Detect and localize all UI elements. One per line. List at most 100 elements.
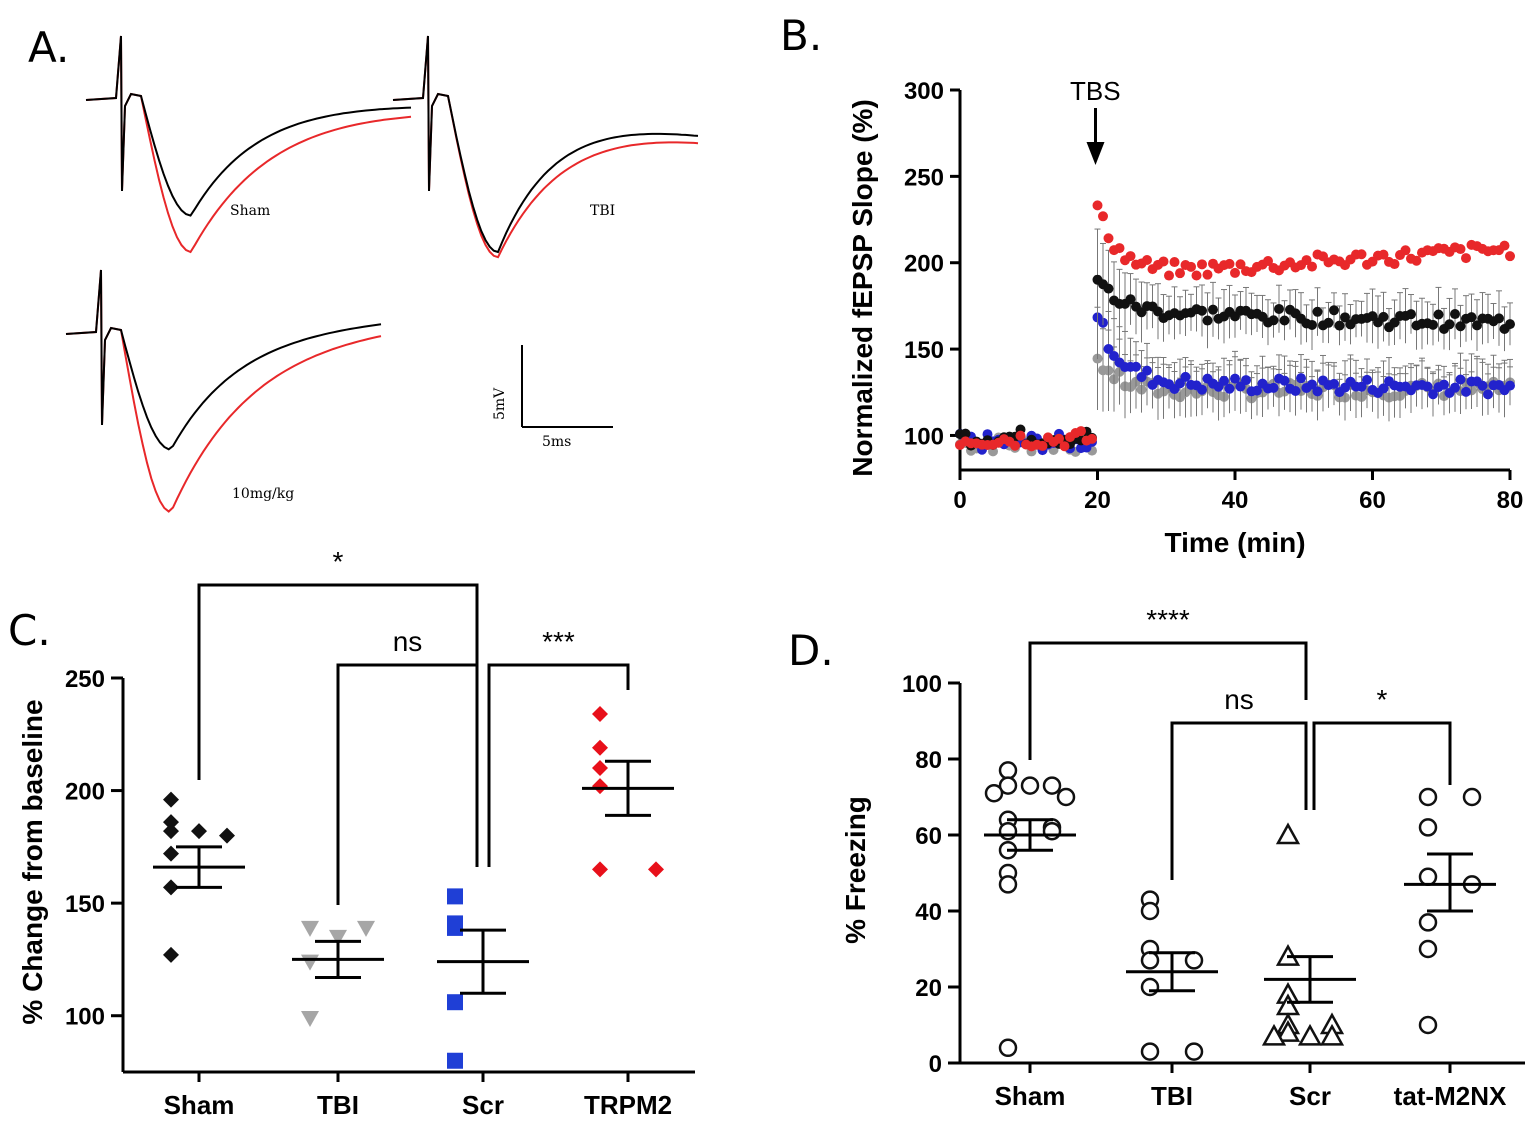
trace-red-0	[85, 35, 412, 254]
b-point-red	[1230, 267, 1240, 278]
category-label: Sham	[995, 1081, 1066, 1111]
point-tat-M2NX	[1418, 867, 1438, 887]
b-point-blue	[1422, 381, 1433, 392]
sig-label: *	[333, 546, 344, 577]
ytick-label: 40	[915, 899, 942, 926]
b-ytick-label: 150	[904, 337, 944, 364]
category-label: Scr	[462, 1090, 504, 1120]
ytick-label: 60	[915, 823, 942, 850]
ytick-label: 150	[65, 891, 105, 918]
point-TBI	[1140, 1042, 1160, 1061]
category-label: Scr	[1289, 1081, 1331, 1111]
b-point-red	[1054, 433, 1064, 444]
b-point-red	[1191, 270, 1202, 281]
point-Scr	[1275, 1020, 1301, 1042]
panel-b-chart: 100 150 200 250 300 0 20 40 60 80	[904, 78, 1523, 514]
point-TBI	[1140, 951, 1160, 970]
b-xtick-label: 80	[1497, 487, 1524, 514]
sig-bracket	[1170, 721, 1308, 880]
point-TBI	[1184, 951, 1204, 970]
b-xtick-label: 20	[1084, 487, 1111, 514]
b-point-black	[1153, 306, 1163, 317]
point-Sham	[1056, 787, 1076, 807]
b-point-blue	[1109, 350, 1119, 361]
b-point-blue	[1312, 386, 1323, 397]
b-point-black	[1406, 309, 1416, 320]
point-Scr	[1297, 1023, 1323, 1046]
point-Sham	[984, 783, 1004, 803]
b-point-red	[1169, 257, 1180, 268]
b-point-blue	[1241, 375, 1251, 386]
b-point-blue	[1477, 380, 1488, 391]
point-Sham	[1042, 821, 1062, 841]
trace-label-tbi: TBI	[590, 203, 615, 219]
point-TRPM2	[592, 778, 608, 795]
b-point-black	[1103, 283, 1114, 294]
b-point-red	[1263, 255, 1273, 266]
b-point-black	[1208, 304, 1218, 315]
panel-d-ylabel: % Freezing	[840, 796, 871, 944]
panel-b-xlabel: Time (min)	[1164, 527, 1305, 558]
trace-black-0	[85, 35, 412, 217]
point-Sham	[998, 875, 1018, 894]
b-point-red	[1224, 258, 1235, 269]
sig-label: ***	[542, 626, 575, 657]
category-label: TBI	[1151, 1081, 1193, 1111]
b-point-red	[1114, 243, 1125, 254]
sig-bracket	[1312, 721, 1452, 810]
b-point-blue	[1131, 361, 1141, 372]
b-point-blue	[1362, 374, 1372, 385]
point-tat-M2NX	[1418, 939, 1438, 959]
b-xtick-label: 40	[1222, 487, 1249, 514]
b-xtick-label: 0	[953, 487, 966, 514]
point-Sham	[998, 821, 1018, 841]
b-point-red	[1411, 255, 1422, 266]
point-Scr	[1319, 1023, 1345, 1046]
point-Sham	[1020, 776, 1040, 795]
b-point-blue	[1455, 374, 1466, 385]
point-tat-M2NX	[1462, 787, 1482, 807]
b-point-black	[1428, 319, 1438, 330]
point-TBI	[1184, 1042, 1204, 1061]
b-point-black	[1334, 320, 1345, 331]
point-TBI	[301, 954, 319, 971]
b-ytick-label: 100	[904, 423, 944, 450]
point-Sham	[163, 879, 179, 896]
sig-label: ns	[1224, 684, 1254, 715]
b-point-black	[1312, 306, 1323, 317]
b-point-red	[1158, 256, 1169, 267]
b-point-blue	[1296, 373, 1306, 384]
b-point-blue	[1307, 379, 1317, 390]
point-TBI	[1140, 977, 1160, 997]
point-Scr	[447, 888, 463, 905]
point-TRPM2	[592, 706, 608, 723]
point-Scr	[447, 919, 463, 936]
b-ytick-label: 300	[904, 78, 944, 105]
b-point-blue	[1483, 389, 1493, 400]
point-Sham	[998, 761, 1018, 780]
tbs-annotation: TBS	[1070, 76, 1121, 106]
b-point-red	[1400, 245, 1411, 256]
b-point-blue	[1461, 386, 1471, 397]
panel-label-c: C.	[8, 606, 51, 655]
point-Sham	[219, 827, 235, 844]
b-point-black	[1444, 319, 1455, 330]
b-point-red	[1378, 249, 1389, 260]
point-Sham	[998, 1038, 1018, 1058]
b-point-black	[1268, 315, 1279, 326]
b-point-black	[1494, 313, 1504, 324]
sig-bracket	[336, 663, 479, 905]
b-point-blue	[1428, 389, 1438, 400]
point-TRPM2	[648, 861, 664, 878]
b-point-red	[1389, 259, 1400, 270]
sig-bracket	[487, 663, 630, 867]
ytick-label: 100	[902, 671, 942, 698]
b-point-black	[1323, 317, 1334, 328]
point-Sham	[163, 823, 179, 840]
point-Sham	[163, 791, 179, 808]
point-Sham	[191, 823, 207, 840]
sig-label: ****	[1146, 604, 1190, 635]
b-point-red	[1098, 211, 1108, 222]
b-point-blue	[1505, 380, 1515, 391]
